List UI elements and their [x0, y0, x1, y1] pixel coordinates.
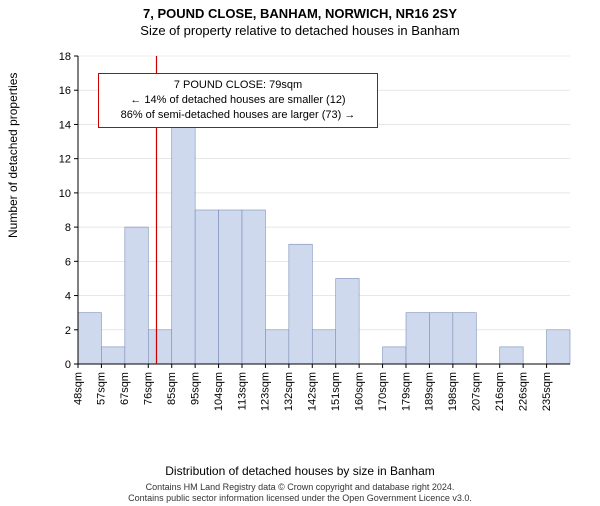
svg-text:104sqm: 104sqm [213, 372, 225, 411]
svg-text:76sqm: 76sqm [143, 372, 155, 405]
svg-text:160sqm: 160sqm [353, 372, 365, 411]
page-title: 7, POUND CLOSE, BANHAM, NORWICH, NR16 2S… [0, 6, 600, 21]
svg-text:85sqm: 85sqm [166, 372, 178, 405]
bar [429, 313, 452, 364]
svg-text:189sqm: 189sqm [424, 372, 436, 411]
bar [101, 347, 124, 364]
y-axis-label: Number of detached properties [6, 73, 20, 238]
bar [289, 244, 312, 364]
footer-line-1: Contains HM Land Registry data © Crown c… [0, 482, 600, 493]
bar [453, 313, 476, 364]
callout-line-1: 7 POUND CLOSE: 79sqm [107, 78, 369, 93]
svg-text:216sqm: 216sqm [494, 372, 506, 411]
svg-text:0: 0 [65, 359, 71, 371]
bar [383, 347, 406, 364]
svg-text:4: 4 [65, 291, 71, 303]
svg-text:57sqm: 57sqm [96, 372, 108, 405]
svg-text:198sqm: 198sqm [447, 372, 459, 411]
bar [265, 330, 288, 364]
x-axis-label: Distribution of detached houses by size … [0, 464, 600, 478]
callout-box: 7 POUND CLOSE: 79sqm ← 14% of detached h… [98, 73, 378, 128]
chart-area: 0 2 4 6 8 10 12 14 16 18 48sqm 57sqm 67sqm 76sqm 85sqm… [54, 52, 576, 424]
footer-line-2: Contains public sector information licen… [0, 493, 600, 504]
svg-text:12: 12 [59, 154, 71, 166]
svg-text:14: 14 [59, 119, 71, 131]
bar [148, 330, 171, 364]
bar [312, 330, 335, 364]
svg-text:2: 2 [65, 325, 71, 337]
bar [219, 210, 242, 364]
bar [172, 124, 195, 364]
bar [125, 227, 148, 364]
bar [406, 313, 429, 364]
svg-text:226sqm: 226sqm [517, 372, 529, 411]
svg-text:16: 16 [59, 85, 71, 97]
svg-text:142sqm: 142sqm [307, 372, 319, 411]
svg-text:170sqm: 170sqm [377, 372, 389, 411]
footer-attribution: Contains HM Land Registry data © Crown c… [0, 482, 600, 505]
bar [500, 347, 523, 364]
svg-text:151sqm: 151sqm [330, 372, 342, 411]
callout-line-2: ← 14% of detached houses are smaller (12… [107, 93, 369, 108]
svg-text:123sqm: 123sqm [260, 372, 272, 411]
svg-text:95sqm: 95sqm [189, 372, 201, 405]
page-subtitle: Size of property relative to detached ho… [0, 23, 600, 38]
svg-text:235sqm: 235sqm [541, 372, 553, 411]
svg-text:10: 10 [59, 188, 71, 200]
svg-text:6: 6 [65, 256, 71, 268]
bar [195, 210, 218, 364]
callout-line-3: 86% of semi-detached houses are larger (… [107, 108, 369, 123]
svg-text:18: 18 [59, 52, 71, 63]
bar [242, 210, 265, 364]
svg-text:8: 8 [65, 222, 71, 234]
svg-text:179sqm: 179sqm [400, 372, 412, 411]
bar [78, 313, 101, 364]
svg-text:207sqm: 207sqm [471, 372, 483, 411]
svg-text:113sqm: 113sqm [236, 372, 248, 410]
bar [547, 330, 570, 364]
svg-text:67sqm: 67sqm [119, 372, 131, 405]
svg-text:48sqm: 48sqm [72, 372, 84, 405]
bar [336, 278, 359, 364]
svg-text:132sqm: 132sqm [283, 372, 295, 411]
